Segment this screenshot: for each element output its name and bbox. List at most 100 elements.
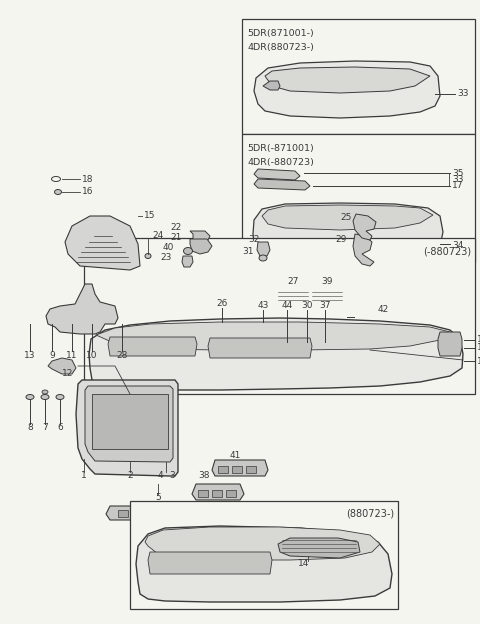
- Polygon shape: [196, 308, 250, 322]
- Bar: [150, 510, 160, 517]
- Text: 5DR(871001-): 5DR(871001-): [247, 29, 314, 38]
- Polygon shape: [206, 324, 232, 339]
- Bar: [242, 134, 475, 262]
- Text: 14: 14: [298, 560, 310, 568]
- Polygon shape: [108, 337, 197, 356]
- Ellipse shape: [303, 341, 311, 347]
- Text: 11: 11: [66, 351, 78, 361]
- Text: 7: 7: [42, 423, 48, 432]
- Polygon shape: [253, 203, 443, 260]
- Text: 8: 8: [27, 423, 33, 432]
- Polygon shape: [252, 324, 268, 343]
- Polygon shape: [262, 205, 433, 230]
- Polygon shape: [145, 527, 380, 560]
- Bar: [212, 490, 222, 497]
- Polygon shape: [278, 538, 360, 558]
- Text: 15: 15: [144, 212, 156, 220]
- Text: 25: 25: [340, 213, 351, 222]
- Text: 23: 23: [160, 253, 171, 261]
- Text: 39: 39: [321, 278, 333, 286]
- Polygon shape: [265, 67, 430, 93]
- Polygon shape: [190, 239, 212, 254]
- Polygon shape: [136, 526, 392, 602]
- Text: 43: 43: [257, 301, 269, 311]
- Text: (880723-): (880723-): [346, 509, 394, 519]
- Polygon shape: [48, 358, 76, 374]
- Bar: [118, 510, 128, 517]
- Polygon shape: [273, 289, 313, 303]
- Text: 33: 33: [452, 175, 464, 185]
- Polygon shape: [263, 81, 280, 90]
- Polygon shape: [89, 318, 463, 390]
- Text: 19: 19: [477, 336, 480, 344]
- Bar: [198, 490, 208, 497]
- Polygon shape: [190, 231, 210, 244]
- Bar: [130, 501, 398, 609]
- Polygon shape: [212, 460, 268, 476]
- Polygon shape: [46, 284, 118, 334]
- Text: 5: 5: [155, 494, 161, 502]
- Text: 6: 6: [57, 423, 63, 432]
- Bar: [226, 490, 236, 497]
- Polygon shape: [182, 256, 193, 267]
- Ellipse shape: [26, 394, 34, 399]
- Polygon shape: [355, 310, 376, 328]
- Text: 22: 22: [170, 223, 181, 232]
- Ellipse shape: [183, 248, 192, 255]
- Text: 18: 18: [82, 175, 94, 183]
- Text: 9: 9: [49, 351, 55, 361]
- Text: 17: 17: [452, 182, 464, 190]
- Polygon shape: [307, 289, 347, 303]
- Text: 10: 10: [86, 351, 98, 361]
- Text: 31: 31: [242, 248, 253, 256]
- Text: 16: 16: [82, 187, 94, 197]
- Text: 35: 35: [452, 168, 464, 177]
- Ellipse shape: [56, 394, 64, 399]
- Polygon shape: [254, 61, 440, 118]
- Text: 32: 32: [248, 235, 259, 243]
- Bar: [246, 466, 256, 473]
- Text: 27: 27: [288, 278, 299, 286]
- Ellipse shape: [42, 390, 48, 394]
- Polygon shape: [438, 332, 462, 356]
- Bar: [218, 466, 228, 473]
- Text: 37: 37: [319, 301, 331, 311]
- Text: 29: 29: [335, 235, 347, 243]
- Polygon shape: [148, 552, 272, 574]
- Polygon shape: [76, 380, 178, 476]
- Text: 24: 24: [152, 232, 163, 240]
- Polygon shape: [85, 386, 173, 462]
- Text: 1: 1: [81, 472, 87, 480]
- Text: 42: 42: [378, 305, 389, 313]
- Polygon shape: [353, 214, 376, 240]
- Bar: [232, 466, 242, 473]
- Text: 28: 28: [116, 351, 128, 361]
- Text: 38: 38: [198, 472, 209, 480]
- Bar: [84, 238, 475, 394]
- Text: 3: 3: [169, 472, 175, 480]
- Text: 5DR(-871001): 5DR(-871001): [247, 144, 314, 153]
- Polygon shape: [254, 169, 300, 180]
- Ellipse shape: [283, 341, 291, 347]
- Ellipse shape: [55, 190, 61, 195]
- Text: 33: 33: [457, 89, 468, 99]
- Polygon shape: [96, 322, 450, 350]
- Polygon shape: [254, 179, 310, 190]
- Text: 40: 40: [163, 243, 174, 251]
- Text: 17: 17: [477, 343, 480, 353]
- Bar: [134, 510, 144, 517]
- Text: 4DR(-880723): 4DR(-880723): [247, 158, 314, 167]
- Text: 34: 34: [452, 241, 463, 250]
- Text: 12: 12: [62, 369, 74, 379]
- Text: (-880723): (-880723): [423, 246, 471, 256]
- Text: 4: 4: [157, 472, 163, 480]
- Text: 14: 14: [477, 356, 480, 366]
- Text: 26: 26: [216, 300, 228, 308]
- Ellipse shape: [145, 253, 151, 258]
- Polygon shape: [208, 338, 312, 358]
- Bar: [166, 510, 176, 517]
- Text: 2: 2: [127, 472, 133, 480]
- Bar: [182, 510, 192, 517]
- Ellipse shape: [321, 341, 329, 347]
- Bar: [242, 19, 475, 134]
